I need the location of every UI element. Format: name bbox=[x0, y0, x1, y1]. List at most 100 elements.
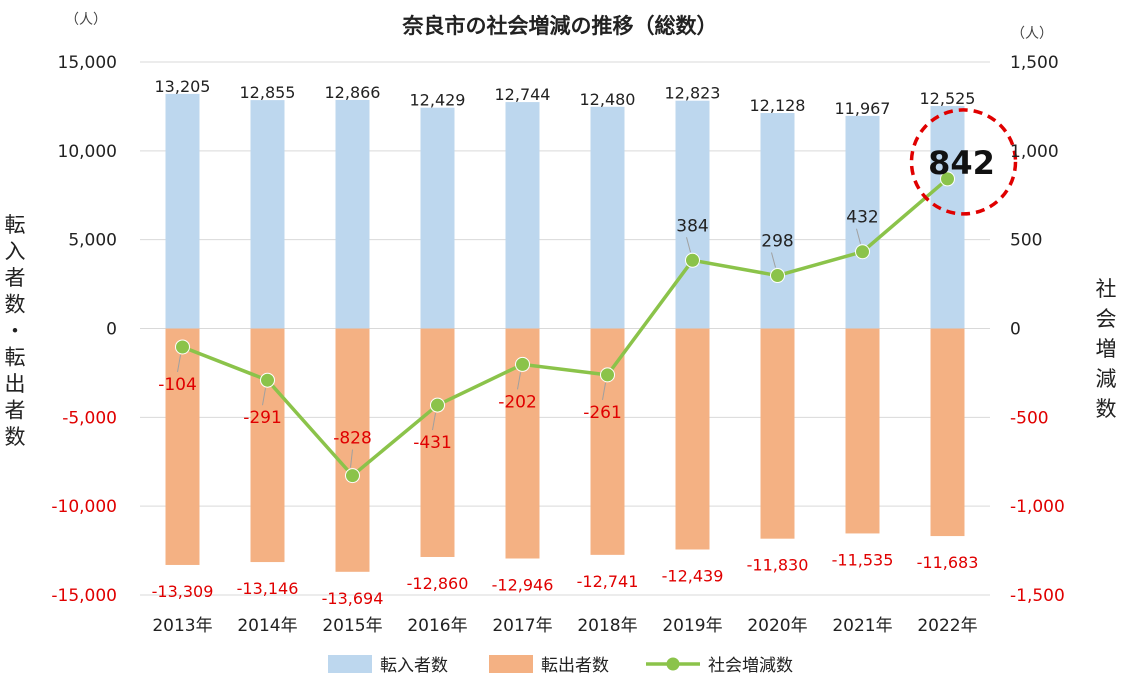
net-data-label: -828 bbox=[333, 429, 372, 449]
inflow-data-label: 12,823 bbox=[665, 84, 721, 103]
right-axis-tick: -1,000 bbox=[1010, 497, 1065, 517]
chart-title: 奈良市の社会増減の推移（総数） bbox=[402, 14, 718, 38]
net-data-label: 298 bbox=[761, 232, 793, 252]
net-point bbox=[175, 339, 190, 355]
inflow-data-label: 12,128 bbox=[750, 96, 806, 115]
net-leader-line bbox=[771, 252, 776, 268]
net-point bbox=[345, 468, 360, 484]
inflow-data-label: 12,855 bbox=[240, 83, 296, 102]
category-label: 2020年 bbox=[747, 616, 807, 636]
category-label: 2022年 bbox=[917, 616, 977, 636]
left-axis-tick: -10,000 bbox=[51, 497, 117, 517]
net-point bbox=[685, 252, 700, 268]
legend-marker-net bbox=[666, 657, 680, 671]
bar-outflow bbox=[165, 328, 200, 565]
net-leader-line bbox=[856, 228, 861, 244]
outflow-data-label: -13,694 bbox=[322, 589, 384, 608]
outflow-data-label: -12,946 bbox=[492, 576, 554, 595]
left-axis-title: 者 bbox=[5, 266, 26, 290]
net-point bbox=[855, 244, 870, 260]
data-labels: 13,205 -13,309 12,855 -13,146 12,866 -13,694 1… bbox=[152, 77, 1018, 608]
inflow-data-label: 12,744 bbox=[495, 85, 551, 104]
net-series-line bbox=[181, 177, 949, 479]
outflow-data-label: -11,535 bbox=[832, 550, 894, 569]
outflow-data-label: -11,683 bbox=[917, 553, 979, 572]
legend-label-net: 社会増減数 bbox=[708, 656, 793, 676]
category-label: 2017年 bbox=[492, 616, 552, 636]
net-point bbox=[260, 372, 275, 388]
bar-inflow bbox=[165, 93, 200, 329]
left-axis-title: 転 bbox=[5, 346, 26, 370]
inflow-data-label: 12,429 bbox=[410, 91, 466, 110]
bar-outflow bbox=[590, 328, 625, 555]
right-axis-title: 増 bbox=[1096, 337, 1117, 361]
left-axis-tick: 15,000 bbox=[58, 53, 117, 73]
net-point bbox=[430, 397, 445, 413]
net-data-label: -202 bbox=[498, 392, 537, 412]
net-data-label: -104 bbox=[158, 375, 197, 395]
category-label: 2019年 bbox=[662, 616, 722, 636]
net-data-label: 384 bbox=[676, 216, 708, 236]
category-label: 2021年 bbox=[832, 616, 892, 636]
bar-outflow bbox=[675, 328, 710, 550]
inflow-data-label: 12,866 bbox=[325, 83, 381, 102]
outflow-data-label: -13,309 bbox=[152, 582, 214, 601]
left-axis-tick: 5,000 bbox=[68, 231, 117, 251]
left-axis-title: 数 bbox=[5, 425, 26, 449]
net-data-label: -291 bbox=[243, 408, 282, 428]
legend-swatch-inflow bbox=[328, 655, 372, 673]
bar-inflow bbox=[675, 100, 710, 329]
legend-label-inflow: 転入者数 bbox=[380, 656, 448, 676]
net-leader-line bbox=[262, 388, 266, 406]
bar-inflow bbox=[760, 113, 795, 329]
bars bbox=[165, 93, 965, 572]
net-leader-line bbox=[517, 372, 521, 390]
left-axis-title: ・ bbox=[5, 319, 26, 343]
left-axis-tick: -15,000 bbox=[51, 586, 117, 606]
category-label: 2016年 bbox=[407, 616, 467, 636]
net-point bbox=[770, 268, 785, 284]
bar-inflow bbox=[335, 99, 370, 329]
highlight-circle bbox=[909, 108, 1018, 216]
category-label: 2015年 bbox=[322, 616, 382, 636]
legend: 転入者数 転出者数 社会増減数 bbox=[328, 655, 793, 676]
left-axis-title: 転 bbox=[5, 213, 26, 237]
right-axis-tick: 1,500 bbox=[1010, 53, 1059, 73]
right-axis-tick: 0 bbox=[1010, 320, 1021, 340]
bar-outflow bbox=[420, 328, 455, 557]
bar-outflow bbox=[760, 328, 795, 539]
right-axis-tick: 1,000 bbox=[1010, 142, 1059, 162]
left-axis-tick: 10,000 bbox=[58, 142, 117, 162]
outflow-data-label: -13,146 bbox=[237, 579, 299, 598]
net-leader-line bbox=[432, 412, 436, 431]
net-leader-line bbox=[350, 449, 353, 468]
bar-outflow bbox=[845, 328, 880, 534]
bar-inflow bbox=[505, 102, 540, 329]
legend-swatch-outflow bbox=[489, 655, 533, 673]
bar-inflow bbox=[250, 100, 285, 329]
left-axis-tick: -5,000 bbox=[62, 408, 117, 428]
net-data-label: -261 bbox=[583, 403, 622, 423]
left-axis-title: 者 bbox=[5, 399, 26, 423]
right-axis-tick: -500 bbox=[1010, 408, 1049, 428]
bar-inflow bbox=[590, 106, 625, 329]
net-leader-line bbox=[686, 237, 691, 253]
inflow-data-label: 12,480 bbox=[580, 90, 636, 109]
net-point bbox=[940, 171, 955, 187]
net-data-label: 432 bbox=[846, 208, 878, 228]
net-leader-line bbox=[177, 354, 181, 373]
right-axis-tick: 500 bbox=[1010, 231, 1042, 251]
outflow-data-label: -12,439 bbox=[662, 566, 724, 585]
outflow-data-label: -11,830 bbox=[747, 556, 809, 575]
bar-inflow bbox=[420, 107, 455, 329]
right-axis-title: 社 bbox=[1096, 277, 1117, 301]
net-leader-line bbox=[602, 382, 606, 400]
inflow-data-label: 11,967 bbox=[835, 99, 891, 118]
right-axis-unit: （人） bbox=[1011, 26, 1053, 42]
category-label: 2014年 bbox=[237, 616, 297, 636]
bar-inflow bbox=[845, 115, 880, 329]
bar-outflow bbox=[250, 328, 285, 563]
net-data-label-highlight: 842 bbox=[928, 144, 995, 182]
